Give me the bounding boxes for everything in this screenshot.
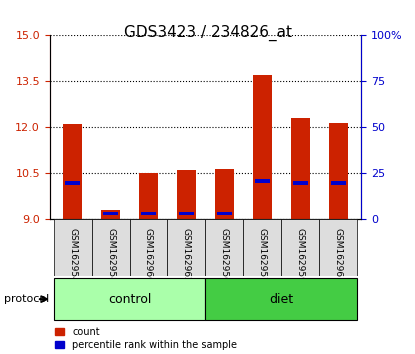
FancyBboxPatch shape: [281, 219, 319, 276]
Bar: [141, 211, 156, 215]
Bar: [291, 118, 310, 219]
Bar: [177, 170, 196, 219]
FancyBboxPatch shape: [319, 219, 357, 276]
Bar: [139, 173, 158, 219]
Bar: [293, 181, 308, 184]
Bar: [101, 210, 120, 219]
Text: GSM162958: GSM162958: [106, 228, 115, 283]
FancyBboxPatch shape: [54, 278, 205, 320]
Legend: count, percentile rank within the sample: count, percentile rank within the sample: [55, 327, 237, 350]
Text: GSM162962: GSM162962: [182, 228, 191, 283]
Text: GSM162961: GSM162961: [334, 228, 343, 283]
Text: protocol: protocol: [4, 294, 49, 304]
Bar: [215, 169, 234, 219]
Bar: [331, 181, 346, 184]
Bar: [65, 181, 80, 184]
FancyBboxPatch shape: [168, 219, 205, 276]
Text: GSM162954: GSM162954: [68, 228, 77, 283]
FancyBboxPatch shape: [243, 219, 281, 276]
Bar: [103, 211, 118, 215]
FancyBboxPatch shape: [205, 278, 357, 320]
Text: control: control: [108, 293, 151, 306]
Bar: [253, 75, 272, 219]
Text: GSM162960: GSM162960: [144, 228, 153, 283]
Bar: [329, 123, 348, 219]
Bar: [217, 211, 232, 215]
Text: GSM162956: GSM162956: [220, 228, 229, 283]
FancyBboxPatch shape: [92, 219, 129, 276]
FancyBboxPatch shape: [129, 219, 168, 276]
Text: diet: diet: [269, 293, 293, 306]
Text: GDS3423 / 234826_at: GDS3423 / 234826_at: [124, 25, 291, 41]
Bar: [255, 179, 270, 183]
Bar: [179, 211, 194, 215]
FancyBboxPatch shape: [205, 219, 243, 276]
FancyBboxPatch shape: [54, 219, 92, 276]
Bar: [63, 124, 82, 219]
Text: GSM162959: GSM162959: [296, 228, 305, 283]
Text: GSM162957: GSM162957: [258, 228, 267, 283]
